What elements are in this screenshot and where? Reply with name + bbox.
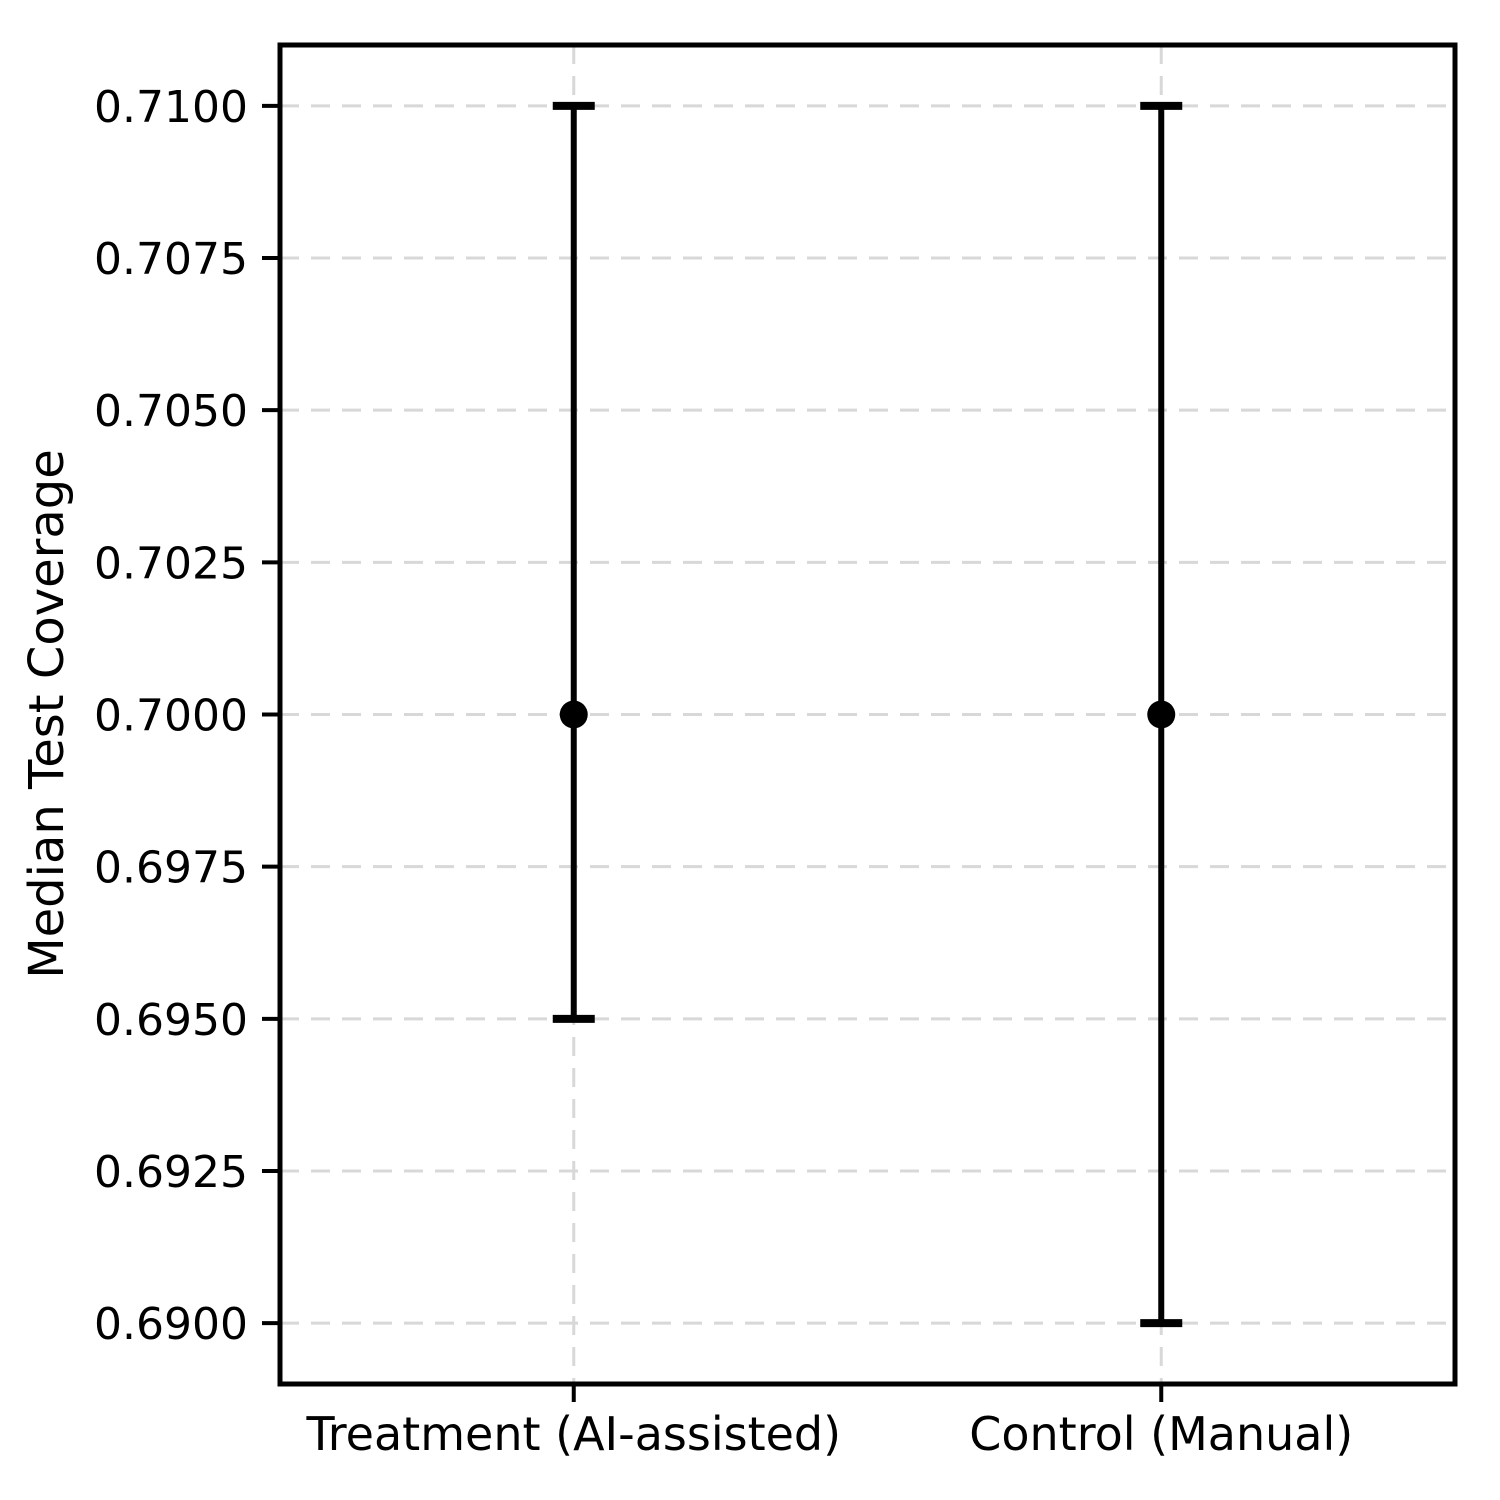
x-category-label: Control (Manual) — [969, 1407, 1353, 1461]
y-tick-label: 0.6900 — [94, 1299, 248, 1350]
plot-border — [277, 42, 1458, 1387]
y-tick-label: 0.7100 — [94, 82, 248, 133]
y-tick-label: 0.7075 — [94, 234, 248, 285]
x-category-label: Treatment (AI-assisted) — [305, 1407, 841, 1461]
y-tick-label: 0.6925 — [94, 1147, 248, 1198]
y-tick-label: 0.6975 — [94, 843, 248, 894]
axis-layer: 0.6900 0.6925 0.6950 0.6975 0.7000 0.7025 0.70… — [94, 42, 1458, 1461]
y-tick-label: 0.6950 — [94, 995, 248, 1046]
grid-layer — [280, 45, 1455, 1384]
median-marker — [559, 700, 588, 729]
y-tick-label: 0.7025 — [94, 538, 248, 589]
y-axis-label: Median Test Coverage — [19, 449, 75, 979]
y-tick-label: 0.7000 — [94, 691, 248, 742]
y-tick-label: 0.7050 — [94, 386, 248, 437]
median-marker — [1147, 700, 1176, 729]
data-layer — [552, 101, 1183, 1328]
